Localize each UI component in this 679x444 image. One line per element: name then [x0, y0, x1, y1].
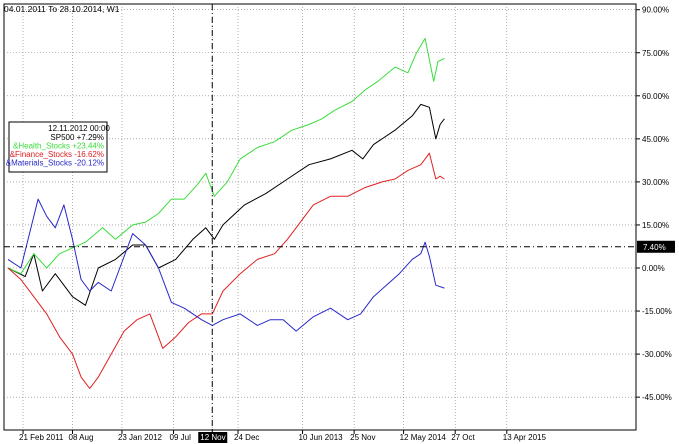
- series-line-sp500: [7, 103, 445, 306]
- legend-entry: &Materials_Stocks -20.12%: [6, 159, 104, 168]
- x-tick-label: 23 Jan 2012: [118, 433, 163, 442]
- x-tick-label: 12 May 2014: [400, 433, 447, 442]
- crosshair-x-label-bg: [198, 432, 228, 443]
- legend-entry: &Health_Stocks +23.44%: [13, 142, 104, 151]
- x-tick-label: 09 Jul: [170, 433, 192, 442]
- date-range-header: 04.01.2011 To 28.10.2014, W1: [4, 4, 120, 14]
- x-tick-label: 08 Aug: [69, 433, 94, 442]
- crosshair-y-label: 7.40%: [643, 243, 666, 252]
- y-tick-label: 30.00%: [642, 178, 669, 187]
- crosshair-x-label: 12 Nov: [200, 433, 225, 442]
- y-tick-label: 75.00%: [642, 49, 669, 58]
- x-tick-label: 21 Feb 2011: [19, 433, 64, 442]
- y-tick-label: 90.00%: [642, 6, 669, 15]
- series-line-health-stocks: [7, 37, 445, 275]
- legend-date: 12.11.2012 00:00: [48, 124, 110, 133]
- y-tick-label: 0.00%: [642, 264, 665, 273]
- series-line-finance-stocks: [7, 152, 445, 389]
- y-tick-label: 15.00%: [642, 221, 669, 230]
- y-tick-label: -45.00%: [642, 393, 672, 402]
- crosshair: 12 Nov 7.40%: [4, 4, 675, 443]
- axes: 90.00% 75.00% 60.00% 45.00% 30.00% 15.00% 0.00…: [4, 4, 672, 442]
- x-tick-label: 10 Jun 2013: [299, 433, 344, 442]
- legend-frame: [8, 121, 108, 173]
- x-tick-label: 27 Oct: [451, 433, 475, 442]
- y-tick-label: -30.00%: [642, 350, 672, 359]
- x-tick-label: 13 Apr 2015: [503, 433, 547, 442]
- x-tick-label: 25 Nov: [350, 433, 375, 442]
- x-tick-label: 24 Dec: [234, 433, 259, 442]
- legend-entry: SP500 +7.29%: [50, 133, 104, 142]
- y-tick-label: 60.00%: [642, 92, 669, 101]
- plot-frame: [3, 3, 637, 431]
- crosshair-y-label-bg: [637, 240, 675, 253]
- y-tick-label: -15.00%: [642, 307, 672, 316]
- legend-entry: &Finance_Stocks -16.62%: [10, 150, 104, 159]
- y-tick-label: 45.00%: [642, 135, 669, 144]
